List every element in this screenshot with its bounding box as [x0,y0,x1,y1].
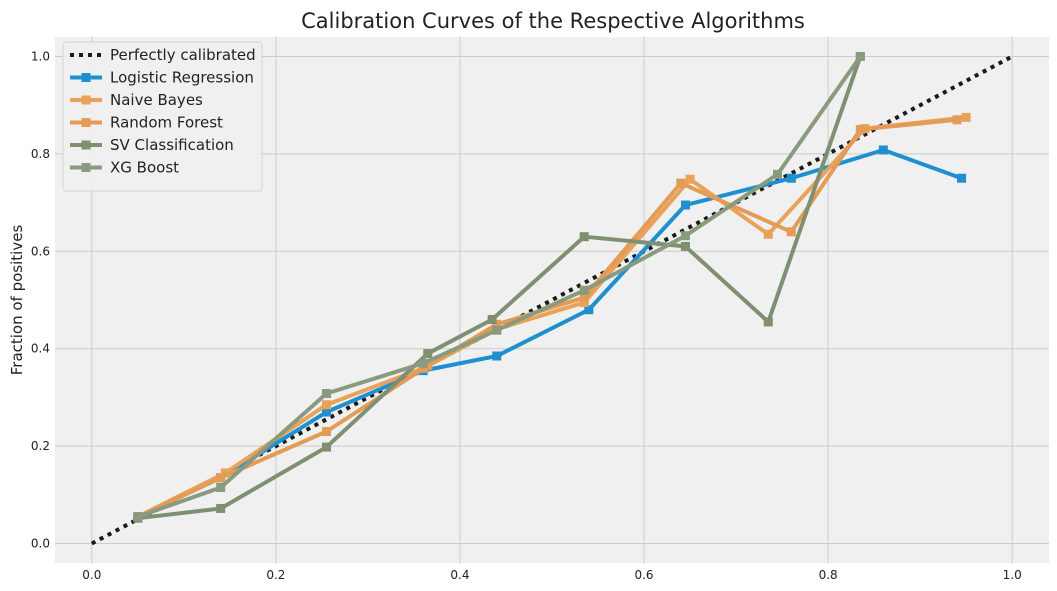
data-point-marker [216,473,226,483]
legend-marker-swatch [81,118,91,127]
legend-marker-swatch [81,95,91,105]
legend-entry: Naive Bayes [70,91,203,109]
data-point-marker [855,51,865,61]
x-tick-label: 0.2 [266,568,285,582]
legend-entry: SV Classification [70,136,234,154]
data-point-marker [322,427,332,436]
legend-marker-swatch [81,73,91,82]
data-point-marker [423,349,433,359]
legend-label: Naive Bayes [110,91,203,109]
legend-label: Perfectly calibrated [110,46,256,64]
legend-entry: Random Forest [70,114,223,132]
data-point-marker [216,483,226,493]
data-point-marker [579,232,589,242]
data-point-marker [584,305,594,315]
data-point-marker [786,173,796,183]
chart-title: Calibration Curves of the Respective Alg… [301,9,805,33]
data-point-marker [487,314,497,324]
data-point-marker [133,512,143,522]
data-point-marker [216,503,226,513]
x-tick-label: 0.0 [82,568,101,582]
data-point-marker [220,468,230,478]
data-point-marker [878,145,888,155]
data-point-marker [418,358,428,368]
legend-label: SV Classification [110,136,234,154]
data-point-marker [961,112,971,122]
data-point-marker [322,389,332,399]
y-tick-label: 0.6 [31,244,50,258]
data-point-marker [855,125,865,135]
data-point-marker [579,285,589,295]
series-lines [90,51,1014,546]
data-point-marker [322,407,332,417]
y-tick-label: 1.0 [31,49,50,63]
data-point-marker [763,229,773,239]
y-axis-label: Fraction of positives [8,225,26,376]
x-tick-label: 0.4 [450,568,469,582]
y-tick-label: 0.0 [31,537,50,551]
legend-entry: Perfectly calibrated [70,46,256,64]
data-point-marker [322,400,332,410]
y-tick-label: 0.8 [31,147,50,161]
data-point-marker [492,325,502,335]
data-point-marker [492,351,502,361]
legend-box [62,41,263,192]
data-point-marker [763,317,773,327]
legend-entry: XG Boost [70,159,179,177]
tick-labels: 0.0 0.2 0.4 0.6 0.8 1.0 0.0 0.2 0.4 0.6 0.8 1.0 [31,49,1022,582]
data-point-marker [579,293,589,303]
data-point-marker [680,241,690,251]
data-point-marker [680,200,690,210]
legend: Perfectly calibrated Logistic Regression N… [62,41,263,192]
x-tick-label: 0.8 [819,568,838,582]
data-point-marker [772,169,782,179]
data-point-marker [492,319,502,329]
data-point-marker [685,174,695,184]
y-tick-label: 0.2 [31,439,50,453]
y-tick-label: 0.4 [31,342,50,356]
data-point-marker [957,173,967,183]
data-point-marker [423,361,433,371]
legend-marker-swatch [81,163,91,172]
data-point-marker [952,115,962,125]
legend-label: Random Forest [110,114,223,132]
legend-label: XG Boost [110,159,179,177]
x-tick-label: 0.6 [634,568,653,582]
data-point-marker [786,227,796,237]
data-point-marker [680,231,690,241]
series-xg-boost [133,51,865,522]
legend-label: Logistic Regression [110,69,254,87]
data-point-marker [579,297,589,307]
data-point-marker [676,178,686,188]
legend-marker-swatch [81,140,91,150]
x-tick-label: 1.0 [1003,568,1022,582]
data-point-marker [322,442,332,452]
legend-entry: Logistic Regression [70,69,254,87]
